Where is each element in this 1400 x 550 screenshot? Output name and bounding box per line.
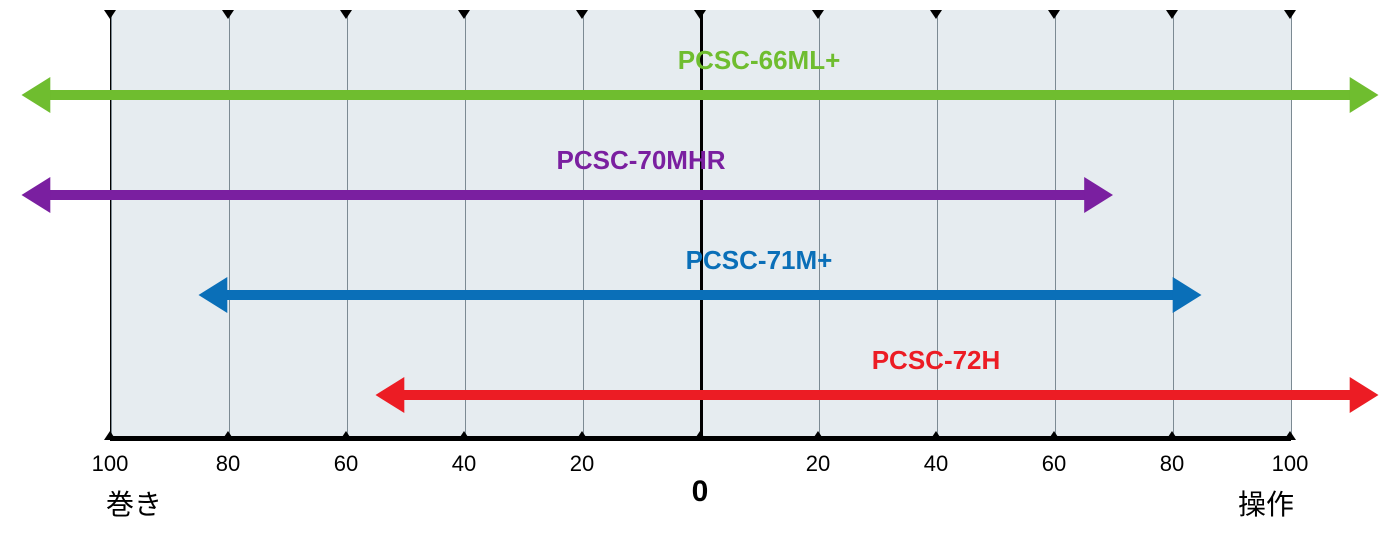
- arrowhead-left-icon: [22, 177, 51, 213]
- series-label: PCSC-71M+: [686, 245, 833, 276]
- gridline: [111, 10, 112, 440]
- x-axis-line: [110, 436, 1290, 440]
- gridline: [1055, 10, 1056, 440]
- tick-label: 80: [1160, 451, 1184, 477]
- tick-top: [930, 10, 942, 19]
- range-chart: 100 80 60 40 20 20 40 60 80 100 0 巻き 操作 PCSC-66ML+ PCS…: [0, 0, 1400, 550]
- tick-top: [104, 10, 116, 19]
- tick-label: 100: [1272, 451, 1309, 477]
- tick-label: 60: [1042, 451, 1066, 477]
- tick-top: [458, 10, 470, 19]
- tick-label: 20: [806, 451, 830, 477]
- gridline: [465, 10, 466, 440]
- tick-label: 40: [924, 451, 948, 477]
- tick-label: 100: [92, 451, 129, 477]
- series-label: PCSC-66ML+: [678, 45, 841, 76]
- tick-label: 20: [570, 451, 594, 477]
- tick-top: [1284, 10, 1296, 19]
- tick-top: [1048, 10, 1060, 19]
- arrowhead-right-icon: [1350, 77, 1379, 113]
- tick-top: [694, 10, 706, 19]
- series-label: PCSC-72H: [872, 345, 1001, 376]
- gridline: [1291, 10, 1292, 440]
- gridline: [583, 10, 584, 440]
- axis-title-left: 巻き: [106, 483, 162, 523]
- tick-top: [222, 10, 234, 19]
- tick-top: [576, 10, 588, 19]
- gridline: [229, 10, 230, 440]
- center-tick-label: 0: [692, 475, 709, 509]
- tick-label: 60: [334, 451, 358, 477]
- gridline: [1173, 10, 1174, 440]
- series-label: PCSC-70MHR: [556, 145, 725, 176]
- arrowhead-left-icon: [22, 77, 51, 113]
- tick-top: [812, 10, 824, 19]
- tick-top: [340, 10, 352, 19]
- axis-title-right: 操作: [1238, 483, 1294, 523]
- tick-label: 80: [216, 451, 240, 477]
- tick-top: [1166, 10, 1178, 19]
- gridline: [347, 10, 348, 440]
- tick-label: 40: [452, 451, 476, 477]
- arrowhead-right-icon: [1350, 377, 1379, 413]
